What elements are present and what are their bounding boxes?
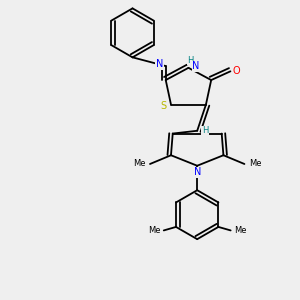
Text: Me: Me: [148, 226, 160, 235]
Text: N: N: [193, 61, 200, 71]
Text: O: O: [233, 66, 241, 76]
Text: Me: Me: [249, 160, 261, 169]
Text: Me: Me: [234, 226, 247, 235]
Text: S: S: [160, 101, 167, 111]
Text: N: N: [156, 59, 163, 69]
Text: H: H: [187, 56, 194, 64]
Text: H: H: [202, 126, 208, 135]
Text: N: N: [194, 167, 201, 177]
Text: Me: Me: [133, 160, 146, 169]
